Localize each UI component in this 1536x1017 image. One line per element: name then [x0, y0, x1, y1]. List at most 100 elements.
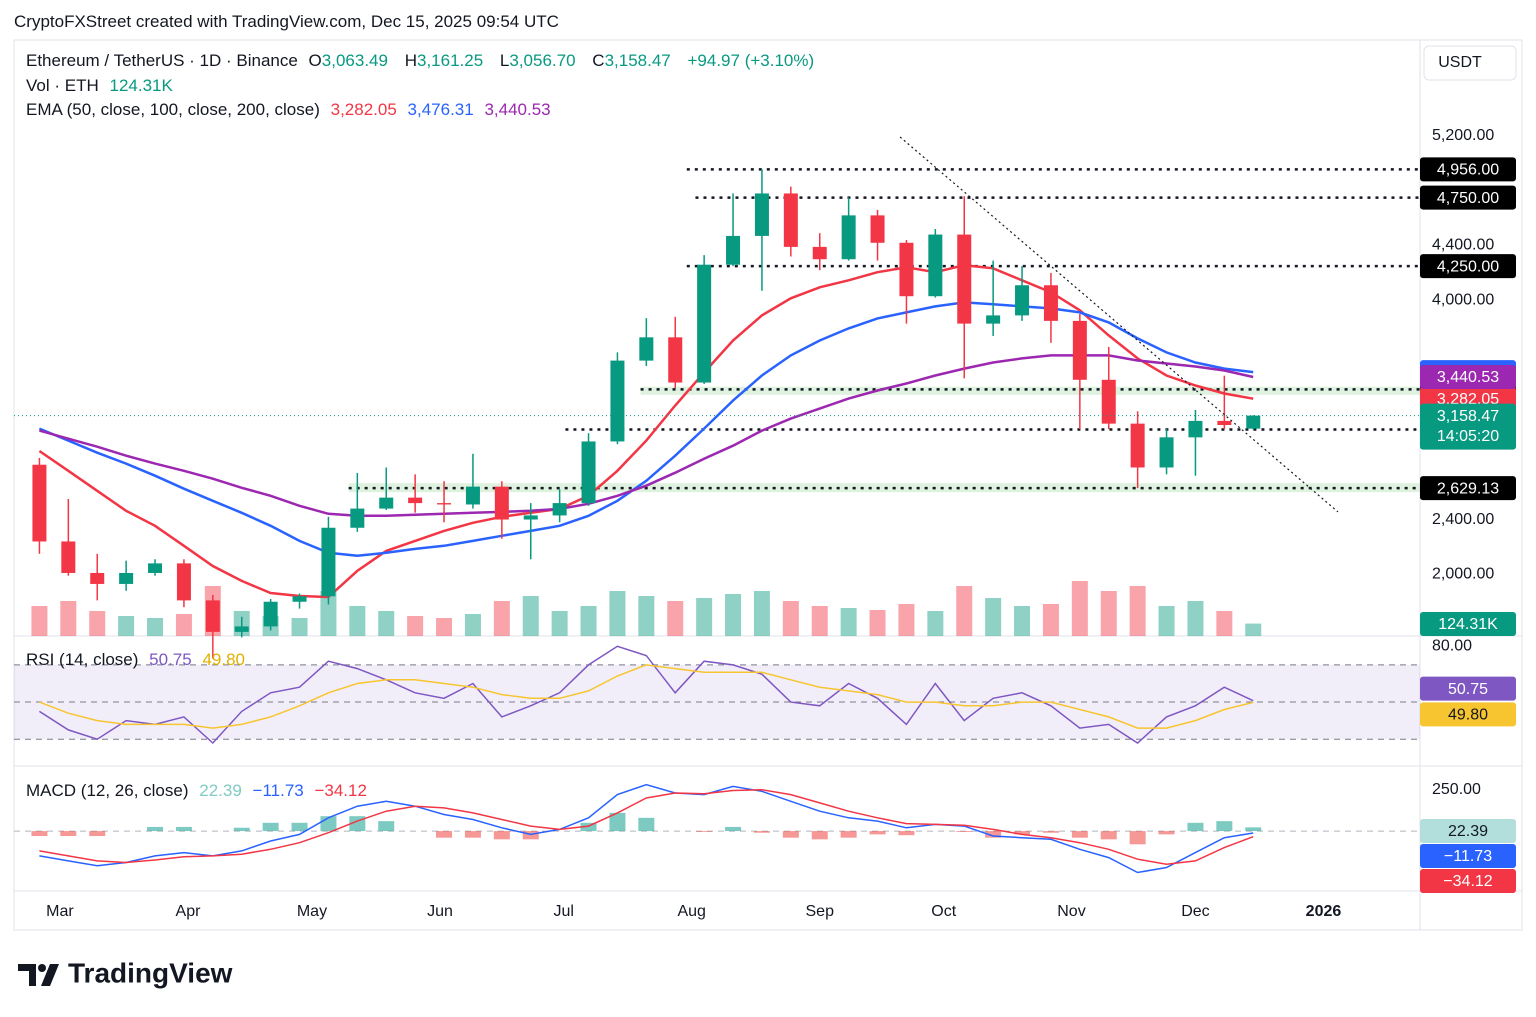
currency-box[interactable] — [1423, 45, 1517, 81]
macd-histogram — [782, 831, 799, 838]
candle-body — [1015, 285, 1030, 316]
candle-body — [1101, 379, 1116, 424]
candle-body — [523, 515, 538, 520]
macd-histogram — [147, 826, 164, 832]
volume-bar — [1216, 611, 1233, 636]
level-badge-label: 4,250.00 — [1437, 258, 1499, 275]
macd-histogram — [1187, 822, 1204, 832]
macd-histogram — [493, 831, 510, 840]
volume-bar — [1042, 604, 1059, 636]
support-zone — [640, 386, 1420, 395]
candle-body — [581, 441, 596, 504]
rsi-badge-label: 50.75 — [1448, 681, 1488, 698]
ema-line — [39, 354, 1254, 518]
ohlc-label: H — [404, 51, 417, 70]
volume-bar — [436, 618, 453, 636]
x-tick-label: Dec — [1181, 903, 1209, 920]
candle-body — [899, 242, 914, 297]
macd-line — [39, 783, 1254, 874]
macd-value: 22.39 — [199, 781, 242, 800]
macd-histogram — [1158, 831, 1175, 835]
macd-histogram — [696, 831, 713, 832]
x-tick-label: Sep — [806, 903, 835, 920]
candle-body — [176, 563, 191, 601]
y-tick-label: 4,400.00 — [1432, 237, 1494, 254]
candle-body — [697, 264, 712, 383]
rsi-badge-label: 49.80 — [1448, 707, 1488, 724]
rsi-label: RSI (14, close) — [26, 650, 139, 669]
y-tick-label: 2,000.00 — [1432, 566, 1494, 583]
candle-body — [783, 193, 798, 247]
x-tick-label: 2026 — [1306, 903, 1342, 920]
chart-frame — [13, 39, 1523, 931]
x-tick-label: Mar — [46, 903, 74, 920]
ohlc-value: 3,158.47 — [604, 51, 671, 70]
ema-badge-label: 3,440.53 — [1437, 369, 1499, 386]
macd-badge — [1420, 819, 1516, 843]
candle-body — [812, 246, 827, 260]
volume-bar — [609, 591, 626, 636]
x-tick-label: Aug — [677, 903, 705, 920]
candle-body — [205, 600, 220, 632]
macd-histogram — [464, 831, 481, 838]
currency[interactable]: USDT — [1438, 54, 1482, 71]
rsi-line — [38, 645, 1254, 745]
candle-body — [321, 527, 336, 597]
y-tick-label: 2,400.00 — [1432, 511, 1494, 528]
volume-badge-label: 124.31K — [1438, 616, 1498, 633]
candle-body — [610, 360, 625, 442]
candle-body — [639, 337, 654, 361]
candle-body — [928, 234, 943, 297]
macd-histogram — [840, 831, 857, 838]
volume-bar — [464, 614, 481, 636]
candle-body — [841, 215, 856, 260]
symbol-legend: Ethereum / TetherUS · 1D · Binance O3,06… — [26, 51, 820, 71]
candle-body — [726, 235, 741, 265]
volume-bar — [1071, 581, 1088, 636]
volume-bar — [840, 608, 857, 636]
rsi-value: 50.75 — [149, 650, 192, 669]
y-tick-label: 5,200.00 — [1432, 127, 1494, 144]
volume-bar — [869, 610, 886, 636]
volume-label: Vol · ETH — [26, 76, 99, 95]
ohlc: L3,056.70 — [500, 51, 582, 70]
macd-histogram — [1071, 831, 1088, 838]
macd-histogram — [1216, 821, 1233, 832]
macd-badge — [1420, 844, 1516, 868]
macd-histogram — [60, 831, 77, 837]
x-tick-label: Oct — [931, 903, 956, 920]
candle-body — [1072, 320, 1087, 380]
macd-histogram — [291, 822, 308, 832]
macd-label: MACD (12, 26, close) — [26, 781, 189, 800]
volume-bar — [407, 616, 424, 636]
macd-histogram — [262, 822, 279, 832]
brand-logo — [18, 964, 59, 986]
macd-histogram — [31, 831, 48, 837]
candle-body — [379, 497, 394, 509]
macd-histogram — [233, 827, 250, 832]
x-tick-label: Jul — [553, 903, 573, 920]
macd-badge-label: −11.73 — [1444, 848, 1492, 865]
volume-bar — [1014, 606, 1031, 636]
ohlc: C3,158.47 — [592, 51, 676, 70]
rsi-badge — [1420, 702, 1516, 727]
ema-value: 3,476.31 — [407, 100, 474, 119]
macd-histogram — [753, 831, 770, 833]
volume-value: 124.31K — [109, 76, 173, 95]
volume-bar — [147, 618, 164, 636]
support-zone — [348, 483, 1421, 493]
macd-histogram — [1014, 831, 1031, 835]
x-tick-label: Apr — [176, 903, 202, 920]
volume-bar — [320, 591, 337, 636]
price-badge-label: 3,158.47 — [1437, 408, 1499, 425]
macd-histogram — [1129, 831, 1146, 845]
volume-bar — [782, 601, 799, 636]
price-badge — [1420, 403, 1516, 450]
macd-histogram — [1245, 827, 1262, 832]
ema-label: EMA (50, close, 100, close, 200, close) — [26, 100, 320, 119]
macd-histogram — [378, 821, 395, 832]
macd-histogram — [89, 831, 106, 837]
volume-bar — [1245, 623, 1262, 636]
candle-body — [1217, 420, 1232, 426]
candle-body — [957, 234, 972, 324]
